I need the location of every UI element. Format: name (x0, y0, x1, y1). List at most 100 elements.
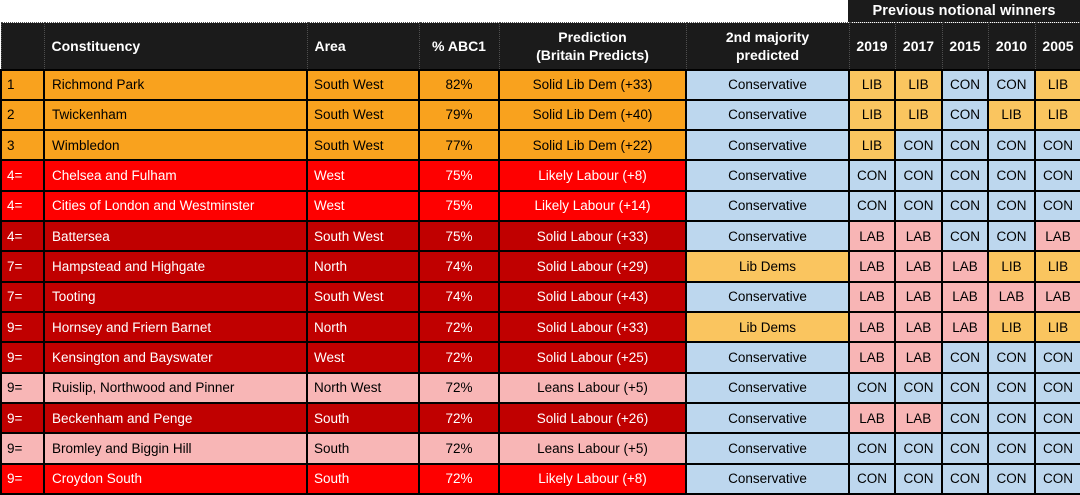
year-column-header-2017: 2017 (894, 22, 943, 71)
year-winner-cell: LIB (848, 129, 896, 162)
second-majority-cell: Lib Dems (685, 250, 850, 283)
year-winner-cell: CON (848, 462, 896, 495)
table-row: 9= Ruislip, Northwood and Pinner North Wes… (0, 371, 1080, 404)
year-winner-cell: CON (1034, 432, 1080, 465)
constituency-cell: Hampstead and Highgate (43, 250, 308, 283)
rank-cell: 9= (0, 432, 45, 465)
top-spacer (0, 0, 848, 22)
abc1-cell: 74% (418, 250, 500, 283)
year-winner-cell: LAB (848, 310, 896, 344)
year-winner-cell: CON (848, 371, 896, 404)
year-winner-cell: CON (941, 341, 989, 374)
constituency-cell: Beckenham and Penge (43, 401, 308, 435)
year-winner-cell: LIB (848, 68, 896, 101)
second-majority-cell: Conservative (685, 159, 850, 192)
rank-cell: 4= (0, 189, 45, 223)
rank-cell: 9= (0, 462, 45, 495)
rank-cell: 2 (0, 98, 45, 132)
year-winner-cell: CON (894, 159, 943, 192)
area-cell: South West (306, 68, 420, 101)
abc1-cell: 75% (418, 220, 500, 253)
area-cell: South West (306, 98, 420, 132)
year-winner-cell: CON (987, 189, 1036, 223)
second-majority-cell: Conservative (685, 462, 850, 495)
year-winner-cell: CON (894, 462, 943, 495)
year-winner-cell: LAB (894, 220, 943, 253)
year-winner-cell: LIB (987, 310, 1036, 344)
constituency-cell: Kensington and Bayswater (43, 341, 308, 374)
year-winner-cell: LAB (848, 341, 896, 374)
rank-cell: 4= (0, 159, 45, 192)
year-winner-cell: LAB (848, 280, 896, 314)
year-winner-cell: CON (987, 432, 1036, 465)
year-winner-cell: CON (1034, 341, 1080, 374)
year-winner-cell: CON (1034, 371, 1080, 404)
year-winner-cell: CON (848, 432, 896, 465)
constituency-cell: Hornsey and Friern Barnet (43, 310, 308, 344)
area-cell: South West (306, 129, 420, 162)
abc1-cell: 72% (418, 401, 500, 435)
year-winner-cell: CON (1034, 401, 1080, 435)
prediction-cell: Solid Labour (+33) (498, 310, 687, 344)
top-band: Previous notional winners (0, 0, 1080, 22)
rank-cell: 9= (0, 401, 45, 435)
second-majority-cell: Conservative (685, 280, 850, 314)
year-winner-cell: LAB (894, 280, 943, 314)
table-row: 4= Chelsea and Fulham West 75% Likely Labour… (0, 159, 1080, 192)
second-majority-cell: Conservative (685, 220, 850, 253)
year-column-header-2010: 2010 (987, 22, 1036, 71)
year-winner-cell: LAB (941, 250, 989, 283)
prediction-header-line1: Prediction (558, 28, 627, 45)
table-row: 2 Twickenham South West 79% Solid Lib Dem (+… (0, 98, 1080, 132)
year-winner-cell: LAB (1034, 280, 1080, 314)
prediction-cell: Likely Labour (+14) (498, 189, 687, 223)
year-winner-cell: LAB (848, 220, 896, 253)
year-winner-cell: LIB (987, 250, 1036, 283)
table-row: 1 Richmond Park South West 82% Solid Lib Dem… (0, 68, 1080, 101)
second-majority-cell: Conservative (685, 341, 850, 374)
abc1-cell: 75% (418, 189, 500, 223)
year-column-header-2005: 2005 (1034, 22, 1080, 71)
year-winner-cell: CON (894, 129, 943, 162)
abc1-cell: 75% (418, 159, 500, 192)
year-winner-cell: LIB (1034, 98, 1080, 132)
prediction-cell: Solid Labour (+26) (498, 401, 687, 435)
prediction-cell: Solid Labour (+33) (498, 220, 687, 253)
header-row: Constituency Area % ABC1 Prediction (Bri… (0, 22, 1080, 71)
area-cell: West (306, 341, 420, 374)
second-majority-cell: Lib Dems (685, 310, 850, 344)
prediction-cell: Leans Labour (+5) (498, 432, 687, 465)
prediction-cell: Likely Labour (+8) (498, 159, 687, 192)
year-winner-cell: CON (987, 129, 1036, 162)
abc1-cell: 72% (418, 462, 500, 495)
abc1-column-header: % ABC1 (418, 22, 500, 71)
second-majority-cell: Conservative (685, 129, 850, 162)
area-cell: North (306, 250, 420, 283)
year-winner-cell: CON (1034, 129, 1080, 162)
prediction-cell: Solid Labour (+25) (498, 341, 687, 374)
year-winner-cell: LIB (894, 68, 943, 101)
constituency-column-header: Constituency (43, 22, 308, 71)
year-winner-cell: LAB (894, 341, 943, 374)
abc1-cell: 82% (418, 68, 500, 101)
year-column-header-2019: 2019 (848, 22, 896, 71)
year-winner-cell: LAB (1034, 220, 1080, 253)
year-winner-cell: LAB (941, 310, 989, 344)
majority-column-header: 2nd majority predicted (685, 22, 850, 71)
table-row: 9= Bromley and Biggin Hill South 72% Leans L… (0, 432, 1080, 465)
second-majority-cell: Conservative (685, 189, 850, 223)
area-cell: South West (306, 220, 420, 253)
year-winner-cell: LIB (1034, 68, 1080, 101)
year-winner-cell: LAB (894, 401, 943, 435)
abc1-cell: 72% (418, 432, 500, 465)
table-row: 3 Wimbledon South West 77% Solid Lib Dem (+2… (0, 129, 1080, 162)
table-row: 7= Hampstead and Highgate North 74% Solid La… (0, 250, 1080, 283)
table-row: 7= Tooting South West 74% Solid Labour (+43)… (0, 280, 1080, 314)
rank-cell: 4= (0, 220, 45, 253)
rank-cell: 7= (0, 250, 45, 283)
constituency-cell: Chelsea and Fulham (43, 159, 308, 192)
abc1-cell: 79% (418, 98, 500, 132)
constituency-cell: Wimbledon (43, 129, 308, 162)
area-cell: North (306, 310, 420, 344)
year-winner-cell: CON (941, 462, 989, 495)
